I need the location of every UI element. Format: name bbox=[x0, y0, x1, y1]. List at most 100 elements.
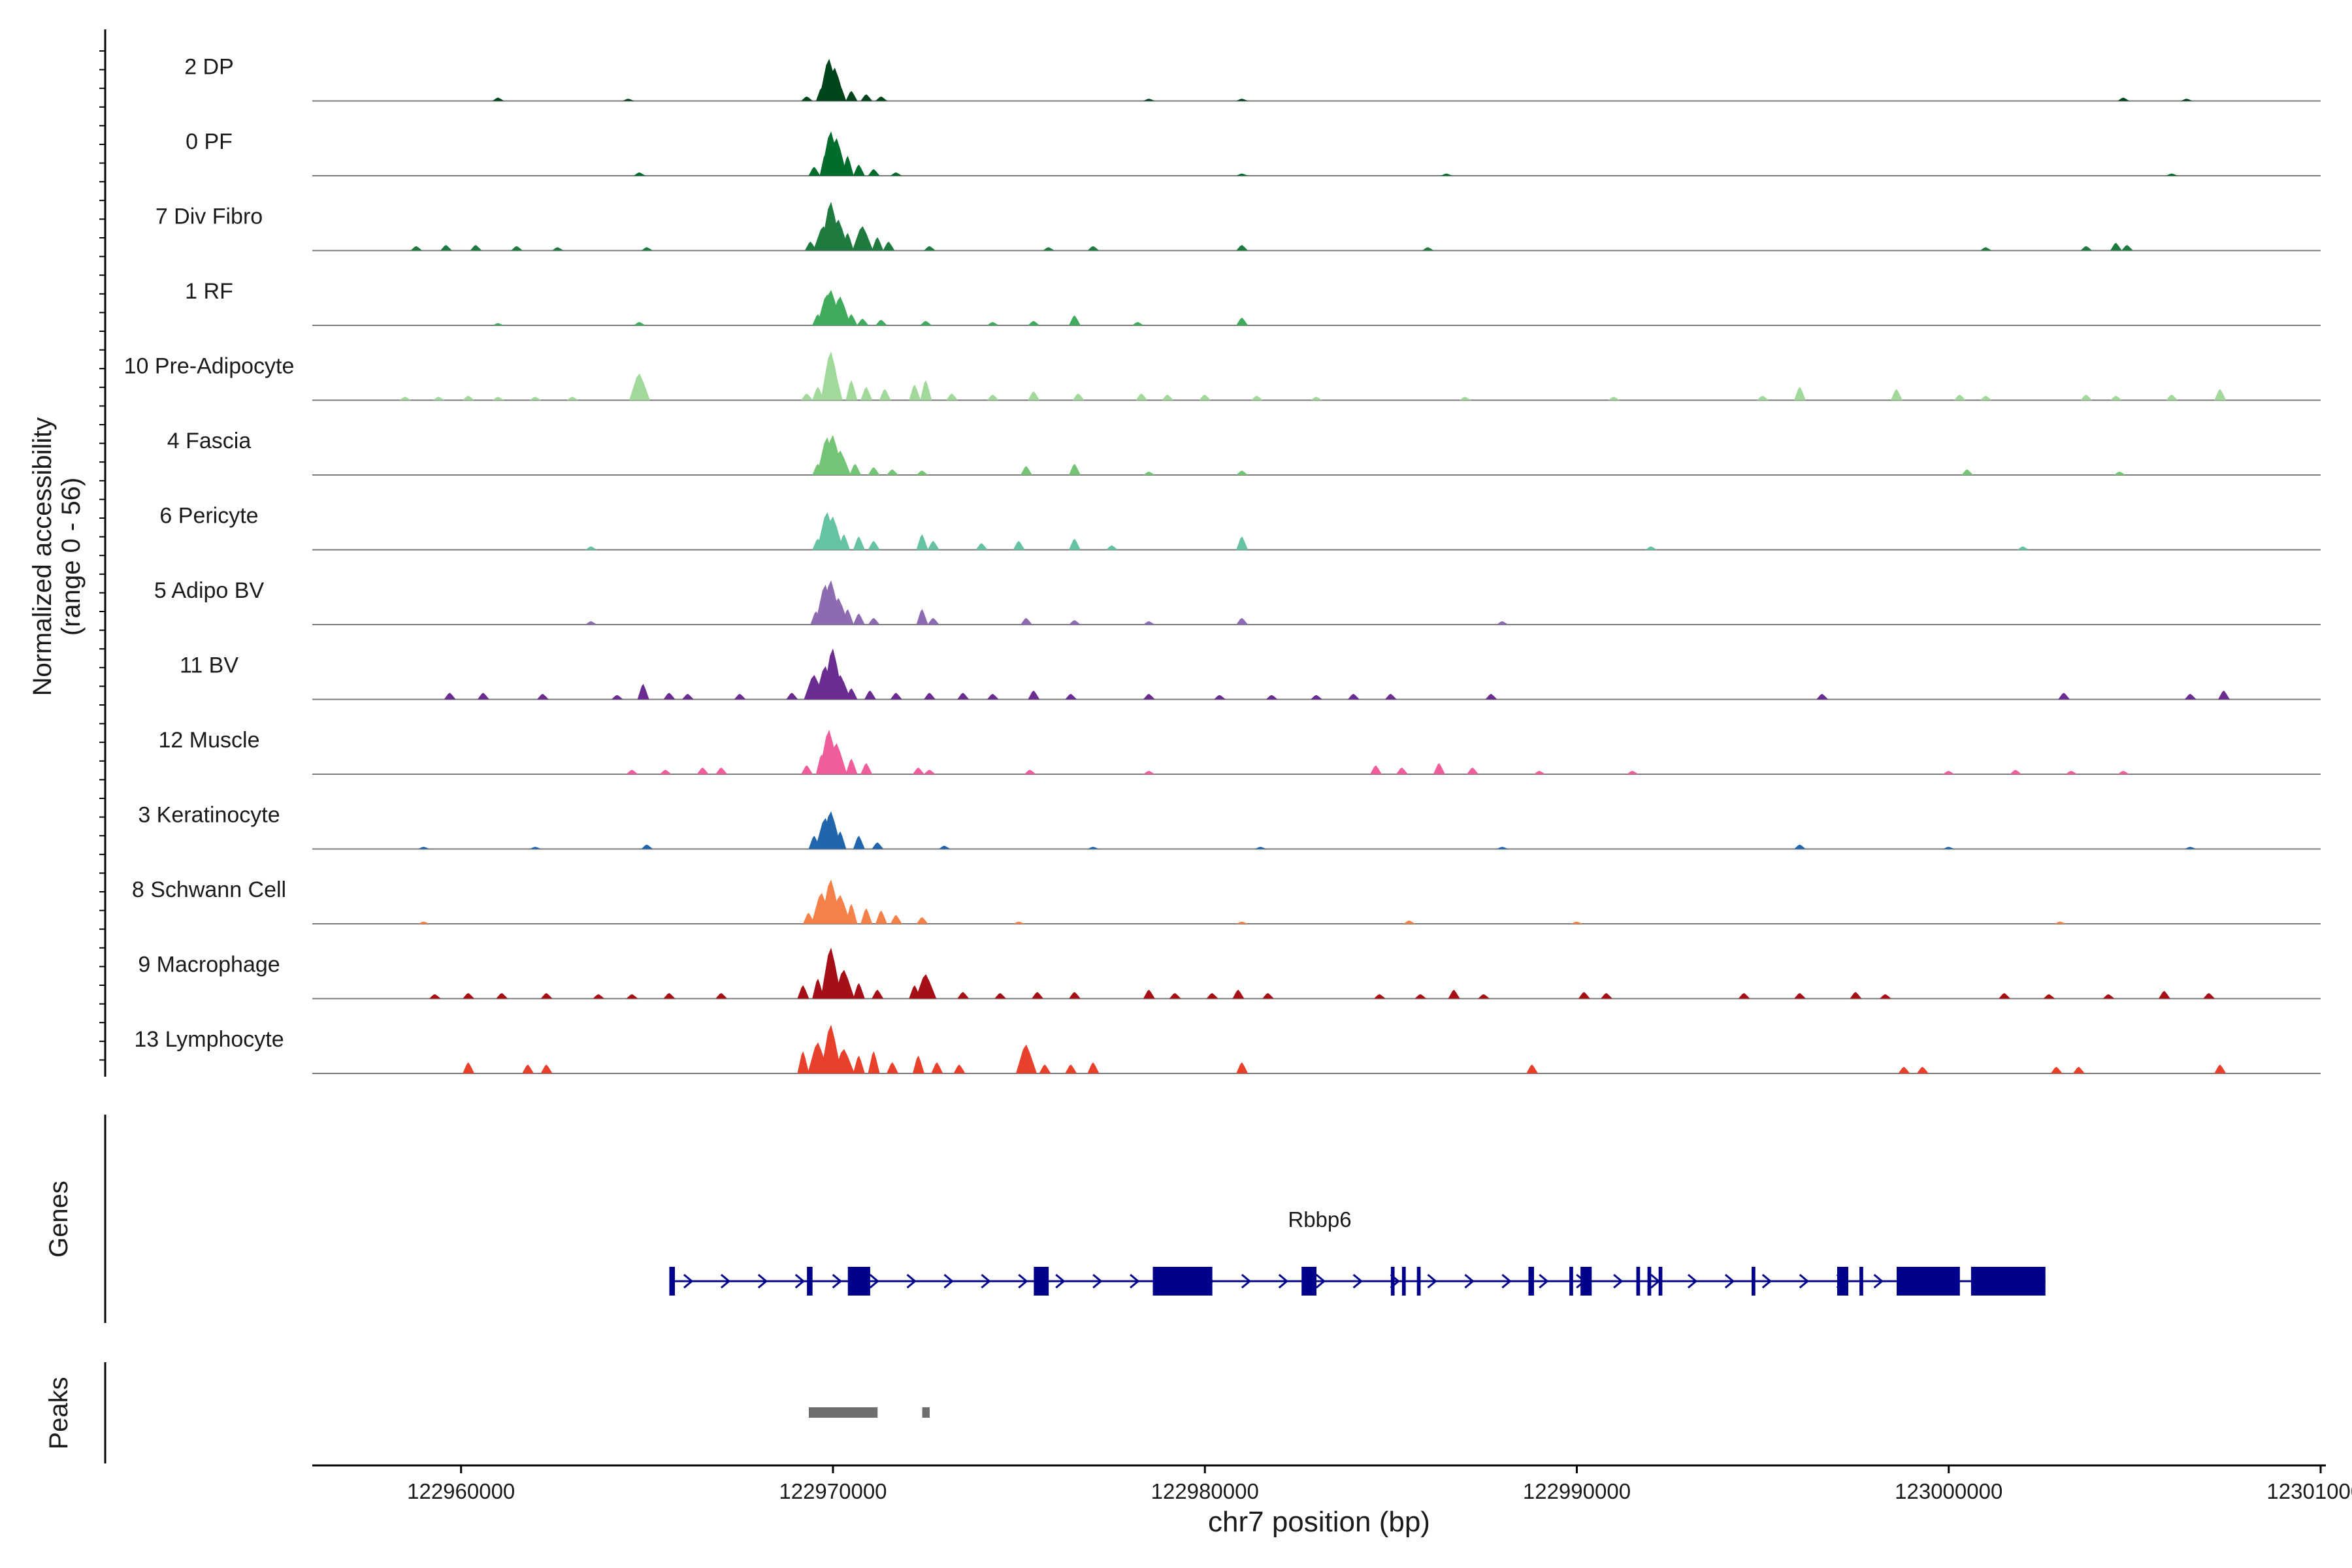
coverage-peak bbox=[883, 241, 895, 251]
x-tick-label: 122980000 bbox=[1151, 1479, 1259, 1503]
coverage-peak bbox=[826, 138, 847, 176]
strand-arrow bbox=[981, 1273, 991, 1289]
coverage-peak bbox=[417, 921, 430, 924]
coverage-peak bbox=[496, 993, 508, 999]
gene-exon bbox=[1152, 1267, 1213, 1296]
coverage-peak bbox=[1403, 920, 1416, 924]
track-label: 4 Fascia bbox=[167, 429, 252, 453]
coverage-peak bbox=[1143, 694, 1155, 700]
coverage-peak bbox=[540, 1064, 553, 1073]
coverage-peak bbox=[463, 395, 475, 400]
coverage-peak bbox=[1850, 992, 1862, 999]
coverage-peak bbox=[2117, 97, 2130, 101]
coverage-peak bbox=[1891, 389, 1903, 400]
coverage-peak bbox=[1794, 993, 1806, 999]
track-label: 12 Muscle bbox=[159, 728, 260, 753]
coverage-peak bbox=[927, 540, 939, 550]
coverage-peak bbox=[1236, 173, 1249, 176]
coverage-peak bbox=[879, 389, 891, 400]
coverage-peak bbox=[399, 397, 412, 400]
track-0-pf: 0 PF bbox=[186, 129, 2321, 176]
coverage-peak bbox=[1262, 993, 1274, 999]
gene-exon bbox=[1390, 1267, 1395, 1296]
coverage-peak bbox=[463, 993, 475, 999]
y-axis-minor-ticks bbox=[99, 50, 105, 1061]
coverage-peak bbox=[540, 993, 553, 999]
coverage-peak bbox=[2110, 242, 2122, 251]
coverage-peak bbox=[1236, 318, 1249, 325]
strand-arrow bbox=[757, 1273, 768, 1289]
coverage-peak bbox=[987, 395, 999, 400]
coverage-peak bbox=[1254, 847, 1267, 849]
coverage-peak bbox=[801, 96, 813, 101]
gene-exon bbox=[1897, 1267, 1960, 1296]
coverage-peak bbox=[1347, 694, 1360, 700]
coverage-peak bbox=[1039, 1064, 1051, 1073]
coverage-peak bbox=[923, 246, 936, 251]
coverage-peak bbox=[1236, 536, 1249, 550]
track-label: 7 Div Fibro bbox=[155, 204, 263, 229]
strand-arrow bbox=[683, 1273, 694, 1289]
coverage-peak bbox=[890, 693, 902, 700]
coverage-peak bbox=[875, 319, 887, 325]
track-6-pericyte: 6 Pericyte bbox=[159, 504, 2321, 551]
coverage-peak bbox=[715, 993, 728, 999]
coverage-peak bbox=[1384, 694, 1397, 700]
coverage-peak bbox=[853, 536, 865, 550]
gene-exon bbox=[1658, 1267, 1663, 1296]
coverage-peak bbox=[626, 770, 638, 774]
coverage-peak bbox=[1953, 395, 1966, 400]
coverage-peak bbox=[808, 167, 821, 176]
gene-exon bbox=[1401, 1267, 1406, 1296]
coverage-peak bbox=[953, 1064, 966, 1073]
coverage-peak bbox=[663, 993, 676, 999]
coverage-peak bbox=[1396, 767, 1408, 774]
coverage-peak bbox=[1068, 464, 1081, 475]
strand-arrow bbox=[1724, 1273, 1735, 1289]
track-label: 8 Schwann Cell bbox=[132, 877, 286, 902]
track-12-muscle: 12 Muscle bbox=[159, 728, 2321, 775]
track-label: 2 DP bbox=[184, 55, 234, 80]
track-8-schwann-cell: 8 Schwann Cell bbox=[132, 877, 2321, 924]
coverage-peak bbox=[633, 321, 645, 325]
coverage-peak bbox=[529, 397, 542, 400]
coverage-peak bbox=[853, 836, 865, 849]
coverage-peak bbox=[868, 169, 880, 176]
coverage-peak bbox=[938, 845, 951, 849]
strand-arrow bbox=[1315, 1273, 1326, 1289]
coverage-peak bbox=[841, 233, 854, 251]
x-tick-label: 122990000 bbox=[1523, 1479, 1631, 1503]
coverage-peak bbox=[834, 970, 855, 999]
coverage-peak bbox=[417, 847, 430, 849]
gene-exon bbox=[1970, 1267, 2046, 1296]
coverage-peak bbox=[1816, 694, 1829, 700]
coverage-peak bbox=[1072, 393, 1085, 400]
coverage-peak bbox=[1068, 315, 1081, 325]
coverage-peak bbox=[868, 540, 880, 550]
x-tick-label: 123010000 bbox=[2266, 1479, 2352, 1503]
track-11-bv: 11 BV bbox=[180, 648, 2321, 700]
coverage-peak bbox=[1143, 989, 1155, 999]
strand-arrow bbox=[906, 1273, 917, 1289]
coverage-peak bbox=[849, 464, 862, 475]
gene-exon bbox=[807, 1267, 813, 1296]
coverage-peak bbox=[622, 99, 634, 101]
coverage-peak bbox=[916, 917, 928, 924]
coverage-peak bbox=[860, 94, 873, 101]
coverage-peak bbox=[860, 763, 873, 774]
coverage-peak bbox=[828, 598, 849, 625]
coverage-peak bbox=[804, 241, 817, 251]
coverage-peak bbox=[1236, 470, 1249, 475]
coverage-peak bbox=[1942, 847, 1955, 849]
coverage-peak bbox=[629, 373, 650, 400]
strand-arrow bbox=[1055, 1273, 1066, 1289]
x-tick-label: 122970000 bbox=[779, 1479, 887, 1503]
track-label: 10 Pre-Adipocyte bbox=[124, 354, 295, 379]
gene-name-label: Rbbp6 bbox=[1288, 1207, 1351, 1232]
coverage-peak bbox=[444, 693, 456, 700]
gene-exon bbox=[1301, 1267, 1316, 1296]
coverage-peak bbox=[2080, 246, 2093, 251]
coverage-peak bbox=[822, 516, 843, 550]
x-tick-label: 123000000 bbox=[1895, 1479, 2002, 1503]
